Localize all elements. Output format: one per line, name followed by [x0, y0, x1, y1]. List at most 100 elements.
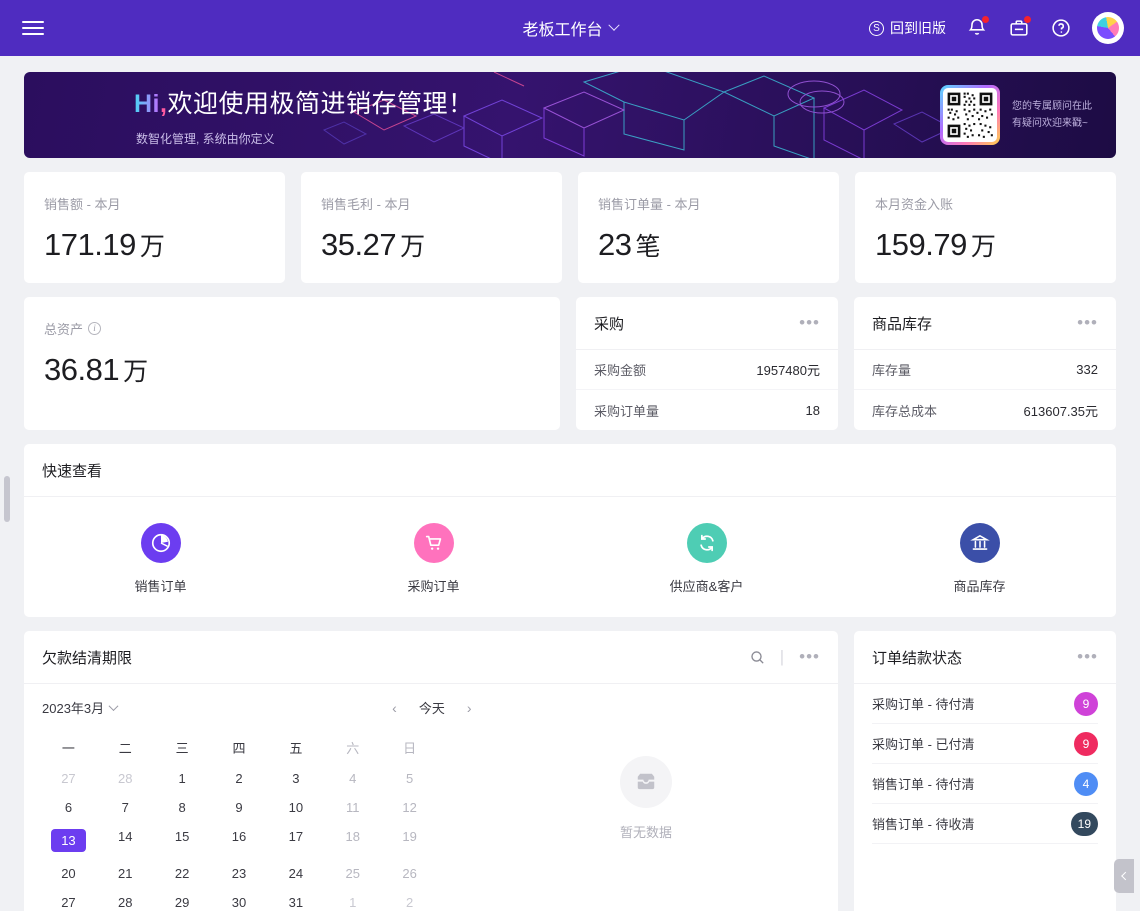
calendar-day[interactable]: 16 — [231, 829, 247, 844]
question-circle-icon[interactable] — [1050, 17, 1072, 39]
inventory-header: 商品库存 ••• — [854, 297, 1116, 350]
calendar-nav: ‹ 今天 › — [392, 698, 471, 717]
calendar-day[interactable]: 2 — [235, 771, 243, 786]
row-value: 18 — [805, 402, 820, 418]
calendar-day[interactable]: 27 — [61, 895, 76, 910]
kpi-label: 销售额 - 本月 — [44, 197, 121, 212]
calendar-day[interactable]: 18 — [345, 829, 360, 844]
status-row-sales-uncollected[interactable]: 销售订单 - 待收清 19 — [872, 804, 1098, 844]
kpi-card-cash-in[interactable]: 本月资金入账 159.79 万 — [855, 172, 1116, 283]
banner-subtitle: 数智化管理, 系统由你定义 — [136, 131, 275, 146]
calendar-day[interactable]: 29 — [174, 895, 190, 910]
empty-state: 暂无数据 — [454, 721, 838, 911]
row-label: 采购金额 — [594, 363, 647, 378]
chevron-right-icon[interactable]: › — [466, 699, 472, 716]
calendar-and-detail: 一 二 三 四 五 六 日 27 28 1 2 3 4 — [24, 721, 838, 911]
total-assets-value: 36.81 万 — [44, 352, 540, 388]
bank-icon — [959, 523, 1000, 563]
briefcase-icon[interactable] — [1008, 16, 1031, 39]
calendar-day[interactable]: 2 — [405, 895, 414, 910]
calendar-day[interactable]: 21 — [118, 866, 133, 881]
purchase-row-order-count: 采购订单量 18 — [576, 390, 838, 430]
more-icon[interactable]: ••• — [799, 313, 820, 332]
quick-item-purchase-order[interactable]: 采购订单 — [297, 523, 570, 595]
calendar-day[interactable]: 28 — [118, 895, 133, 910]
calendar-day[interactable]: 24 — [288, 866, 304, 881]
calendar-day[interactable]: 6 — [64, 800, 73, 815]
calendar-day[interactable]: 11 — [345, 800, 360, 815]
search-icon[interactable] — [749, 649, 766, 666]
calendar-day[interactable]: 27 — [61, 771, 76, 786]
today-button[interactable]: 今天 — [418, 701, 445, 716]
shopping-cart-icon — [413, 523, 454, 563]
info-icon[interactable]: i — [88, 322, 102, 335]
calendar-day[interactable]: 20 — [61, 866, 76, 881]
calendar-day[interactable]: 12 — [402, 800, 417, 815]
quick-item-sales-order[interactable]: 销售订单 — [24, 523, 297, 595]
qr-code[interactable] — [940, 85, 1000, 145]
banner-hi: Hi — [134, 89, 160, 118]
calendar-day[interactable]: 30 — [231, 895, 247, 910]
calendar-day[interactable]: 4 — [349, 771, 357, 786]
workspace-title-dropdown[interactable]: 老板工作台 — [450, 16, 690, 40]
calendar-grid: 一 二 三 四 五 六 日 27 28 1 2 3 4 — [24, 721, 454, 911]
kpi-card-gross-profit[interactable]: 销售毛利 - 本月 35.27 万 — [301, 172, 562, 283]
calendar-day[interactable]: 15 — [174, 829, 190, 844]
weekday: 三 — [175, 741, 189, 756]
kpi-card-order-count[interactable]: 销售订单量 - 本月 23 笔 — [578, 172, 839, 283]
banner-comma: , — [160, 89, 168, 118]
status-row-purchase-unpaid[interactable]: 采购订单 - 待付清 9 — [872, 684, 1098, 724]
chevron-left-icon[interactable]: ‹ — [392, 699, 397, 716]
calendar-day[interactable]: 17 — [288, 829, 304, 844]
calendar-day[interactable]: 25 — [345, 866, 360, 881]
kpi-number: 23 — [598, 227, 632, 262]
calendar-day[interactable]: 9 — [235, 800, 243, 815]
quick-item-supplier-customer[interactable]: 供应商&客户 — [570, 523, 843, 595]
refresh-sync-icon — [686, 523, 727, 563]
qr-tip-line1: 您的专属顾问在此 — [1012, 101, 1092, 112]
calendar-day-selected[interactable]: 13 — [40, 822, 97, 859]
calendar-day[interactable]: 10 — [288, 800, 304, 815]
back-to-old-version-button[interactable]: S 回到旧版 — [869, 18, 946, 38]
more-icon[interactable]: ••• — [799, 647, 820, 666]
banner-qr-block: 您的专属顾问在此 有疑问欢迎来戳~ — [940, 72, 1092, 158]
avatar[interactable] — [1092, 12, 1124, 44]
order-settlement-title: 订单结款状态 — [872, 649, 963, 667]
page-title: 老板工作台 — [522, 22, 603, 39]
calendar-day[interactable]: 23 — [231, 866, 247, 881]
collapse-panel-button[interactable] — [1114, 859, 1134, 893]
total-assets-label: 总资产 — [44, 322, 84, 337]
calendar-day[interactable]: 7 — [121, 800, 129, 815]
quick-view-card: 快速查看 销售订单 — [24, 444, 1116, 617]
calendar-day[interactable]: 22 — [174, 866, 190, 881]
kpi-unit: 笔 — [635, 233, 660, 261]
more-icon[interactable]: ••• — [1077, 647, 1098, 666]
weekday: 日 — [403, 741, 417, 756]
status-label: 采购订单 - 待付清 — [872, 697, 975, 712]
calendar-day[interactable]: 1 — [178, 771, 186, 786]
quick-item-inventory[interactable]: 商品库存 — [843, 523, 1116, 595]
calendar-day[interactable]: 28 — [118, 771, 133, 786]
welcome-banner: Hi,欢迎使用极简进销存管理！ 数智化管理, 系统由你定义 — [24, 72, 1116, 158]
calendar-day[interactable]: 8 — [178, 800, 186, 815]
calendar-month-selector[interactable]: 2023年3月 — [42, 698, 119, 717]
more-icon[interactable]: ••• — [1077, 313, 1098, 332]
calendar-month-label: 2023年3月 — [42, 701, 105, 716]
total-assets-card[interactable]: 总资产 i 36.81 万 — [24, 297, 560, 430]
calendar-day[interactable]: 31 — [288, 895, 304, 910]
inventory-row-total-cost: 库存总成本 613607.35元 — [854, 390, 1116, 430]
status-row-purchase-paid[interactable]: 采购订单 - 已付清 9 — [872, 724, 1098, 764]
calendar-day[interactable]: 14 — [118, 829, 133, 844]
status-row-sales-unpaid[interactable]: 销售订单 - 待付清 4 — [872, 764, 1098, 804]
kpi-label: 销售毛利 - 本月 — [321, 197, 411, 212]
hamburger-icon[interactable] — [22, 17, 44, 39]
kpi-card-sales-amount[interactable]: 销售额 - 本月 171.19 万 — [24, 172, 285, 283]
calendar-day[interactable]: 26 — [402, 866, 417, 881]
pie-chart-icon — [140, 523, 181, 563]
calendar-day[interactable]: 3 — [292, 771, 300, 786]
calendar-day[interactable]: 19 — [402, 829, 417, 844]
bell-icon[interactable] — [966, 16, 989, 39]
calendar-day[interactable]: 5 — [405, 771, 414, 786]
scroll-handle[interactable] — [4, 476, 10, 522]
calendar-day[interactable]: 1 — [349, 895, 357, 910]
